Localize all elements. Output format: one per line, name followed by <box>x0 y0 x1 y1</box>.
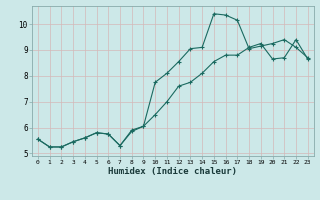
X-axis label: Humidex (Indice chaleur): Humidex (Indice chaleur) <box>108 167 237 176</box>
